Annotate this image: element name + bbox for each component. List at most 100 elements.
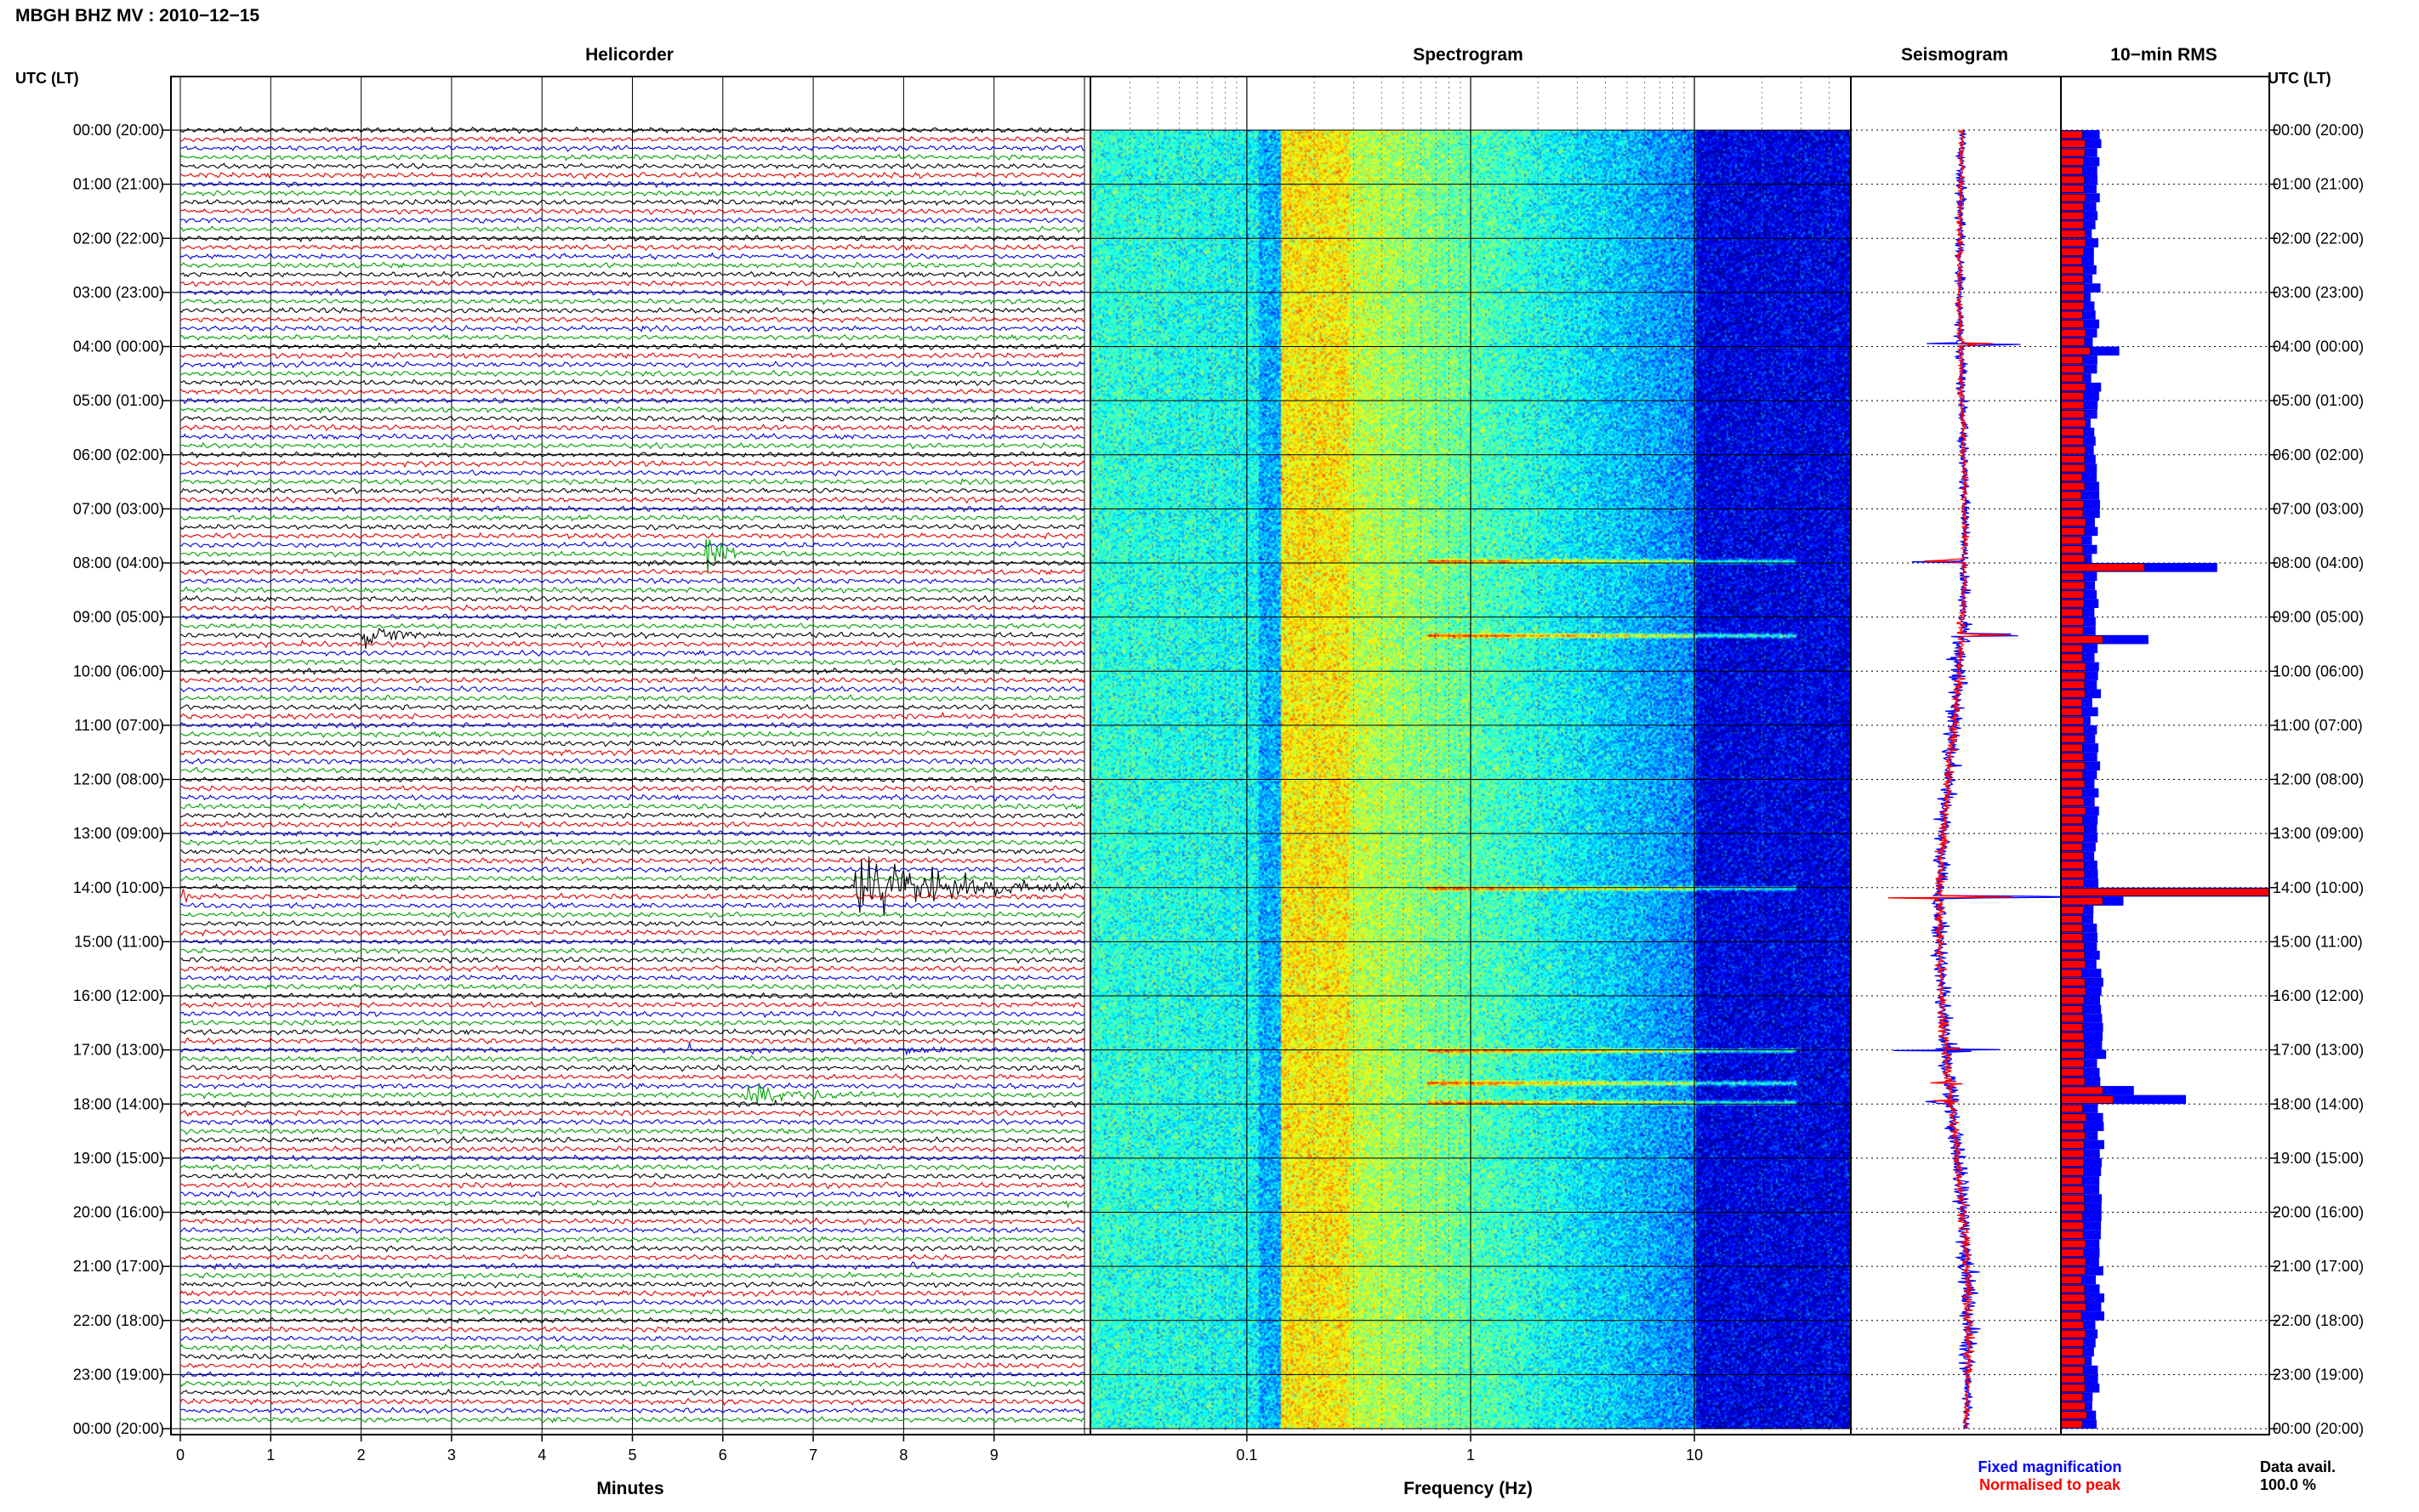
hour-label: 14:00 (10:00) xyxy=(2273,879,2364,896)
rms-bar-normalised xyxy=(2060,987,2086,996)
helicorder-trace xyxy=(179,538,1085,574)
helicorder-trace xyxy=(179,865,1085,873)
hour-label: 20:00 (16:00) xyxy=(2273,1204,2364,1221)
helicorder-trace xyxy=(179,685,1085,694)
helicorder-trace xyxy=(179,388,1085,395)
rms-bar-normalised xyxy=(2060,1366,2084,1374)
helicorder-trace xyxy=(179,541,1085,549)
helicorder-trace xyxy=(179,1181,1085,1190)
hour-label: 19:00 (15:00) xyxy=(2273,1150,2364,1167)
helicorder-trace xyxy=(179,856,1085,917)
rms-bar-normalised xyxy=(2060,491,2081,500)
rms-frame xyxy=(2060,76,2270,1435)
helicorder-trace xyxy=(179,1199,1085,1209)
helicorder-trace xyxy=(179,261,1085,269)
helicorder-trace xyxy=(179,216,1085,225)
helicorder-trace xyxy=(179,162,1085,170)
minute-tick-label: 0 xyxy=(176,1447,185,1464)
hour-label: 12:00 (08:00) xyxy=(2273,771,2364,788)
hour-label: 17:00 (13:00) xyxy=(2273,1042,2364,1059)
rms-bar-normalised xyxy=(2060,1176,2083,1185)
hour-label: 05:00 (01:00) xyxy=(73,392,164,409)
rms-bar-normalised xyxy=(2060,446,2086,454)
rms-bar-normalised xyxy=(2060,347,2091,355)
rms-bar-normalised xyxy=(2060,239,2086,247)
rms-bar-normalised xyxy=(2060,383,2086,391)
rms-bar-normalised xyxy=(2060,852,2084,861)
helicorder-trace xyxy=(179,658,1085,667)
minute-tick-label: 1 xyxy=(266,1447,275,1464)
hour-label: 04:00 (00:00) xyxy=(2273,338,2364,355)
rms-bar-normalised xyxy=(2060,1068,2084,1077)
data-availability-label: Data avail. xyxy=(2260,1458,2336,1475)
hour-label: 20:00 (16:00) xyxy=(73,1204,164,1221)
helicorder-trace xyxy=(179,847,1085,855)
rms-bar-normalised xyxy=(2060,753,2084,761)
rms-bar-normalised xyxy=(2060,635,2103,644)
helicorder-trace xyxy=(180,423,1085,432)
helicorder-trace xyxy=(179,486,1084,495)
rms-bar-normalised xyxy=(2060,1293,2086,1302)
panel-title-seismogram: Seismogram xyxy=(1901,45,2008,65)
rms-bar-normalised xyxy=(2060,1014,2084,1023)
helicorder-trace xyxy=(179,983,1085,992)
hour-label: 09:00 (05:00) xyxy=(2273,609,2364,626)
rms-bar-normalised xyxy=(2060,1023,2084,1032)
seismogram-trace-normalised xyxy=(1887,129,2013,1430)
hour-label: 06:00 (02:00) xyxy=(2273,446,2364,463)
helicorder-trace xyxy=(179,1325,1085,1334)
rms-bar-normalised xyxy=(2060,1401,2086,1411)
panel-title-rms: 10−min RMS xyxy=(2110,45,2217,65)
rms-bar-normalised xyxy=(2060,148,2086,157)
rms-bar-normalised xyxy=(2060,1213,2083,1221)
helicorder-trace xyxy=(179,604,1085,612)
rms-bar-normalised xyxy=(2060,996,2085,1004)
helicorder-trace xyxy=(179,586,1085,594)
rms-bar-normalised xyxy=(2060,645,2083,653)
hour-label: 01:00 (21:00) xyxy=(2273,176,2364,193)
helicorder-trace xyxy=(179,180,1085,189)
helicorder-trace xyxy=(179,333,1085,342)
helicorder-trace xyxy=(179,469,1085,477)
rms-bar-normalised xyxy=(2060,1266,2086,1275)
rms-bar-normalised xyxy=(2060,1168,2084,1176)
frequency-tick-group: 0.1 1 10 xyxy=(1236,1435,1703,1464)
rms-bar-normalised xyxy=(2060,464,2086,473)
helicorder-trace xyxy=(179,1191,1085,1198)
rms-bar-normalised xyxy=(2060,843,2083,851)
helicorder-trace xyxy=(179,1217,1085,1225)
rms-bar-normalised xyxy=(2060,1195,2085,1203)
rms-bar-normalised xyxy=(2060,230,2086,238)
helicorder-trace xyxy=(179,766,1085,775)
helicorder-trace xyxy=(179,838,1085,847)
rms-bar-normalised xyxy=(2060,392,2084,401)
helicorder-trace xyxy=(179,171,1085,179)
helicorder-trace xyxy=(179,889,1085,904)
helicorder-trace xyxy=(179,1127,1085,1135)
helicorder-trace xyxy=(179,189,1085,197)
helicorder-trace xyxy=(179,1028,1085,1037)
rms-bar-normalised xyxy=(2060,193,2086,202)
rms-panel xyxy=(2060,76,2270,1435)
helicorder-trace xyxy=(179,747,1085,757)
hour-label: 07:00 (03:00) xyxy=(73,500,164,517)
rms-bar-fixed xyxy=(2061,1094,2186,1105)
helicorder-trace xyxy=(179,694,1085,702)
hour-label: 13:00 (09:00) xyxy=(2273,825,2364,842)
legend-fixed-magnification: Fixed magnification xyxy=(1978,1458,2121,1475)
rms-bar-normalised xyxy=(2060,825,2085,833)
helicorder-trace xyxy=(179,594,1085,603)
helicorder-trace xyxy=(179,622,1085,630)
rms-bar-normalised xyxy=(2060,257,2082,265)
helicorder-trace xyxy=(179,676,1085,685)
helicorder-trace xyxy=(179,243,1085,252)
hour-label: 00:00 (20:00) xyxy=(2273,122,2364,139)
hour-label: 00:00 (20:00) xyxy=(2273,1420,2364,1437)
rms-bar-normalised xyxy=(2060,157,2085,166)
helicorder-trace xyxy=(179,514,1085,522)
frequency-tick-label: 10 xyxy=(1686,1447,1703,1464)
rms-bar-normalised xyxy=(2060,933,2083,941)
hour-label: 16:00 (12:00) xyxy=(73,987,164,1004)
hour-label: 13:00 (09:00) xyxy=(73,825,164,842)
helicorder-trace xyxy=(179,1253,1085,1261)
